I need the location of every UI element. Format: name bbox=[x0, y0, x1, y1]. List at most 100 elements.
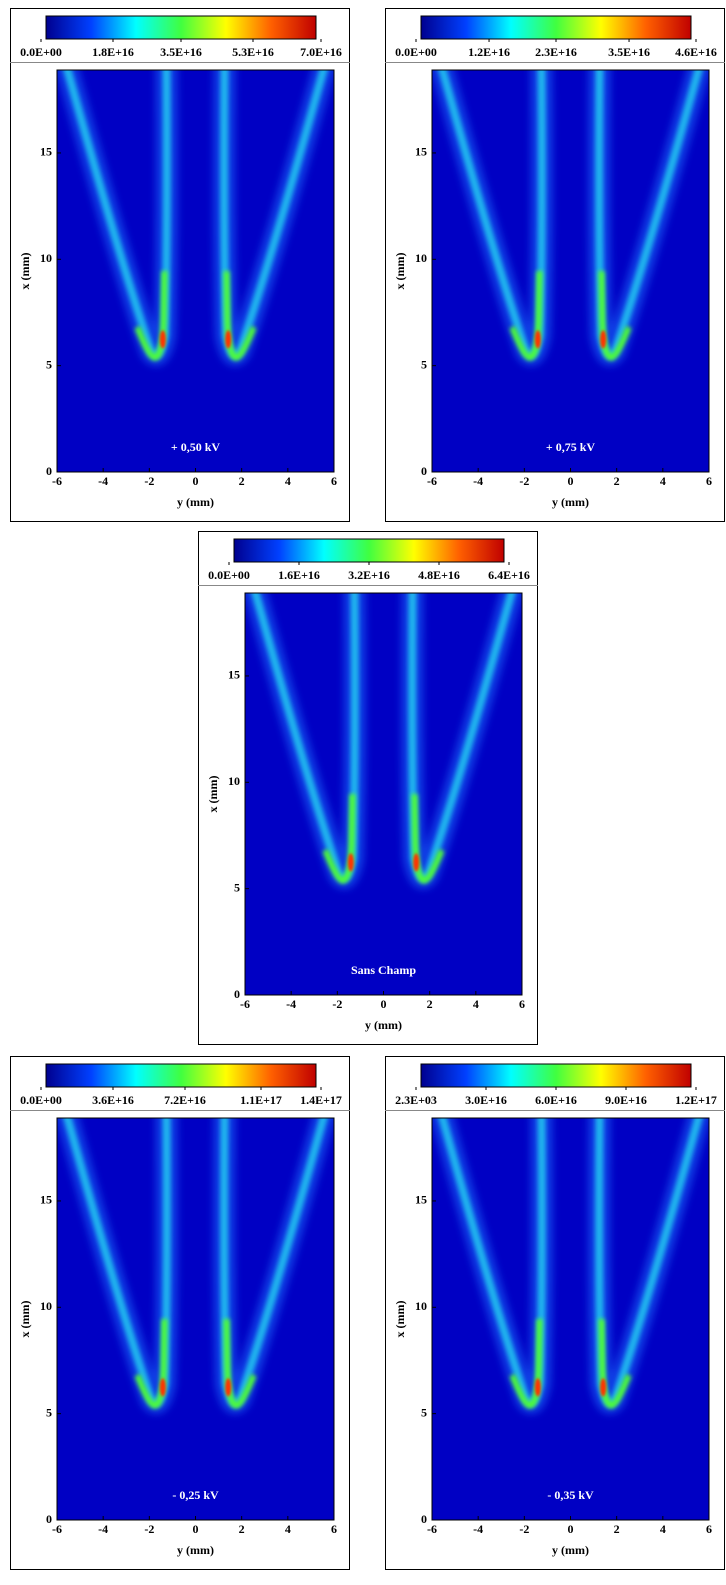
x-tick-label: 2 bbox=[239, 1522, 245, 1536]
x-tick-label: 6 bbox=[706, 474, 712, 488]
y-tick-label: 15 bbox=[415, 145, 427, 159]
annotation: - 0,25 kV bbox=[172, 1488, 219, 1502]
x-tick-label: -2 bbox=[519, 1522, 529, 1536]
x-tick-label: -4 bbox=[98, 474, 108, 488]
x-tick-label: 2 bbox=[614, 1522, 620, 1536]
y-tick-label: 5 bbox=[46, 1405, 52, 1419]
plume-peak bbox=[534, 1378, 541, 1397]
panel: 2.3E+03 3.0E+16 6.0E+16 9.0E+16 1.2E+17 -6 -4 -… bbox=[385, 1056, 725, 1570]
x-tick-label: 0 bbox=[193, 474, 199, 488]
colorbar-tick-label: 1.4E+17 bbox=[300, 1093, 342, 1107]
x-tick-label: -2 bbox=[144, 474, 154, 488]
x-tick-label: 0 bbox=[568, 1522, 574, 1536]
x-tick-label: 0 bbox=[568, 474, 574, 488]
y-tick-label: 10 bbox=[228, 774, 240, 788]
y-tick-label: 0 bbox=[234, 987, 240, 1001]
y-tick-label: 15 bbox=[40, 1193, 52, 1207]
field bbox=[432, 70, 709, 366]
colorbar-tick-label: 4.6E+16 bbox=[675, 45, 717, 59]
colorbar bbox=[45, 15, 317, 40]
plume-peak bbox=[225, 330, 232, 349]
plume-peak bbox=[600, 1378, 607, 1397]
panel: 0.0E+00 1.2E+16 2.3E+16 3.5E+16 4.6E+16 -6 -4 -… bbox=[385, 8, 725, 522]
y-tick-label: 15 bbox=[415, 1193, 427, 1207]
x-tick-label: -4 bbox=[473, 474, 483, 488]
colorbar bbox=[233, 538, 505, 563]
colorbar-tick-label: 3.0E+16 bbox=[465, 1093, 507, 1107]
x-axis-label: y (mm) bbox=[552, 495, 589, 509]
plume-peak bbox=[347, 853, 354, 872]
field bbox=[57, 1118, 334, 1414]
colorbar bbox=[420, 15, 692, 40]
x-tick-label: 2 bbox=[614, 474, 620, 488]
colorbar-tick-label: 7.2E+16 bbox=[164, 1093, 206, 1107]
colorbar-tick-label: 3.6E+16 bbox=[92, 1093, 134, 1107]
plot-background bbox=[432, 70, 709, 472]
x-tick-label: -4 bbox=[286, 997, 296, 1011]
panel: 0.0E+00 1.8E+16 3.5E+16 5.3E+16 7.0E+16 -6 -4 -… bbox=[10, 8, 350, 522]
field bbox=[57, 70, 334, 366]
y-tick-label: 5 bbox=[46, 357, 52, 371]
x-tick-label: 4 bbox=[660, 474, 666, 488]
annotation: + 0,75 kV bbox=[546, 440, 596, 454]
colorbar-tick-label: 3.5E+16 bbox=[608, 45, 650, 59]
colorbar bbox=[420, 1063, 692, 1088]
x-axis-label: y (mm) bbox=[365, 1018, 402, 1032]
colorbar-tick-label: 7.0E+16 bbox=[300, 45, 342, 59]
x-tick-label: -2 bbox=[519, 474, 529, 488]
plot-background bbox=[57, 70, 334, 472]
y-tick-label: 15 bbox=[40, 145, 52, 159]
colorbar bbox=[45, 1063, 317, 1088]
x-tick-label: 0 bbox=[193, 1522, 199, 1536]
plume-peak bbox=[534, 330, 541, 349]
x-tick-label: -4 bbox=[473, 1522, 483, 1536]
colorbar-tick-label: 2.3E+03 bbox=[395, 1093, 437, 1107]
x-tick-label: -2 bbox=[144, 1522, 154, 1536]
y-tick-label: 0 bbox=[46, 1512, 52, 1526]
x-axis-label: y (mm) bbox=[552, 1543, 589, 1557]
plume-peak bbox=[600, 330, 607, 349]
annotation: - 0,35 kV bbox=[547, 1488, 594, 1502]
x-tick-label: -2 bbox=[332, 997, 342, 1011]
annotation: Sans Champ bbox=[351, 963, 416, 977]
y-tick-label: 5 bbox=[421, 357, 427, 371]
colorbar-tick-label: 1.1E+17 bbox=[240, 1093, 282, 1107]
y-tick-label: 10 bbox=[415, 1299, 427, 1313]
colorbar-tick-label: 5.3E+16 bbox=[232, 45, 274, 59]
y-axis-label: x (mm) bbox=[18, 253, 32, 290]
x-tick-label: 6 bbox=[331, 1522, 337, 1536]
colorbar-tick-label: 6.4E+16 bbox=[488, 568, 530, 582]
plume-peak bbox=[413, 853, 420, 872]
y-axis-label: x (mm) bbox=[393, 253, 407, 290]
colorbar-tick-label: 6.0E+16 bbox=[535, 1093, 577, 1107]
plume-peak bbox=[159, 330, 166, 349]
x-tick-label: -4 bbox=[98, 1522, 108, 1536]
colorbar-tick-label: 0.0E+00 bbox=[20, 1093, 62, 1107]
y-tick-label: 5 bbox=[234, 880, 240, 894]
colorbar-tick-label: 1.8E+16 bbox=[92, 45, 134, 59]
y-tick-label: 0 bbox=[46, 464, 52, 478]
x-tick-label: 4 bbox=[285, 1522, 291, 1536]
x-tick-label: -6 bbox=[427, 474, 437, 488]
panel: 0.0E+00 1.6E+16 3.2E+16 4.8E+16 6.4E+16 -6 -4 -… bbox=[198, 531, 538, 1045]
colorbar-tick-label: 0.0E+00 bbox=[208, 568, 250, 582]
y-axis-label: x (mm) bbox=[393, 1301, 407, 1338]
x-tick-label: 6 bbox=[331, 474, 337, 488]
plot-background bbox=[432, 1118, 709, 1520]
x-tick-label: 4 bbox=[473, 997, 479, 1011]
colorbar-tick-label: 0.0E+00 bbox=[20, 45, 62, 59]
y-tick-label: 5 bbox=[421, 1405, 427, 1419]
colorbar-tick-label: 2.3E+16 bbox=[535, 45, 577, 59]
x-tick-label: 2 bbox=[427, 997, 433, 1011]
y-tick-label: 10 bbox=[40, 251, 52, 265]
y-tick-label: 0 bbox=[421, 1512, 427, 1526]
field bbox=[432, 1118, 709, 1414]
colorbar-tick-label: 1.2E+17 bbox=[675, 1093, 717, 1107]
y-tick-label: 10 bbox=[415, 251, 427, 265]
colorbar-tick-label: 3.5E+16 bbox=[160, 45, 202, 59]
colorbar-tick-label: 0.0E+00 bbox=[395, 45, 437, 59]
x-tick-label: -6 bbox=[240, 997, 250, 1011]
panel: 0.0E+00 3.6E+16 7.2E+16 1.1E+17 1.4E+17 -6 -4 -… bbox=[10, 1056, 350, 1570]
colorbar-tick-label: 3.2E+16 bbox=[348, 568, 390, 582]
